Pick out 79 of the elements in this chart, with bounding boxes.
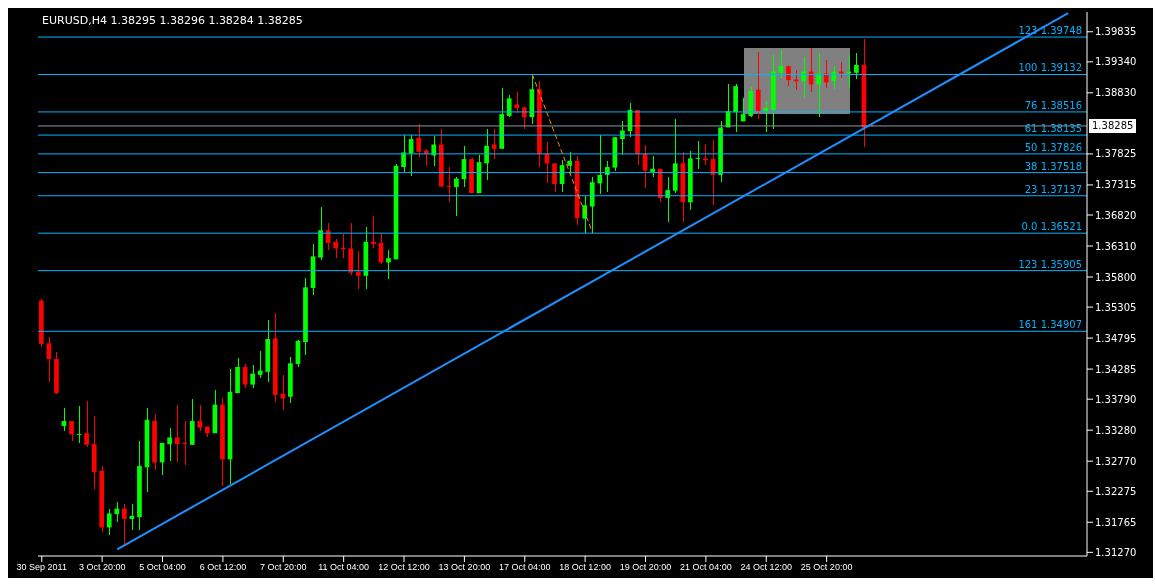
x-tick-label: 5 Oct 04:00 (139, 562, 186, 573)
candlestick (484, 128, 489, 181)
y-tick-label: 1.34795 (1095, 332, 1137, 344)
candlestick (114, 501, 120, 523)
candlestick (816, 52, 821, 118)
x-tick-label: 18 Oct 12:00 (559, 562, 611, 573)
candlestick (182, 420, 188, 467)
candlestick (355, 250, 361, 290)
candlestick (597, 134, 603, 195)
x-tick-label: 19 Oct 20:00 (619, 562, 672, 573)
ref-line-label: 61 1.38135 (1024, 123, 1082, 135)
candlestick (416, 123, 422, 158)
candlestick (197, 404, 203, 432)
candlestick (122, 503, 127, 547)
x-tick-label: 12 Oct 12:00 (378, 562, 430, 573)
y-tick-label: 1.36820 (1095, 209, 1137, 221)
chart-title: EURUSD,H4 1.38295 1.38296 1.38284 1.38285 (42, 14, 303, 27)
candlestick (854, 52, 859, 81)
x-tick-label: 6 Oct 12:00 (199, 562, 247, 573)
candlestick (257, 349, 263, 379)
candlestick (567, 151, 572, 175)
x-tick-label: 11 Oct 04:00 (318, 562, 370, 573)
candlestick (763, 100, 769, 133)
ref-line-label: 76 1.38516 (1024, 99, 1082, 111)
candlestick (552, 162, 557, 193)
text: 1.38285 (1089, 118, 1137, 133)
ref-line-label: 50 1.37826 (1024, 141, 1082, 153)
candlestick (189, 397, 195, 446)
x-tick-label: 13 Oct 20:00 (438, 562, 491, 573)
candlestick (84, 400, 89, 448)
candlestick (582, 194, 588, 234)
candlestick (280, 374, 286, 411)
candlestick (250, 364, 255, 389)
candlestick (703, 143, 708, 166)
candlestick (454, 176, 459, 217)
x-tick-label: 30 Sep 2011 (16, 562, 67, 573)
candlestick (514, 91, 520, 114)
candlestick (167, 427, 172, 462)
y-tick-label: 1.36310 (1095, 240, 1137, 252)
candlestick (401, 134, 406, 173)
candlestick (605, 160, 610, 193)
candlestick (823, 59, 829, 89)
x-tick-label: 24 Oct 12:00 (740, 562, 793, 573)
y-tick-label: 1.33280 (1095, 424, 1137, 436)
candlestick (174, 404, 180, 463)
ref-line-label: 123 1.35905 (1018, 258, 1082, 270)
candlestick (106, 507, 112, 536)
candlestick (386, 249, 391, 280)
ref-line-label: 161 1.34907 (1018, 319, 1082, 331)
y-tick-label: 1.37315 (1095, 179, 1137, 191)
y-tick-label: 1.39340 (1095, 56, 1137, 68)
y-tick-label: 1.35305 (1095, 301, 1137, 313)
candlestick (69, 420, 74, 442)
candlestick (778, 49, 784, 79)
ref-line-label: 23 1.37137 (1024, 183, 1082, 195)
x-tick-label: 17 Oct 04:00 (498, 562, 551, 573)
candlestick (755, 50, 761, 120)
x-tick-label: 25 Oct 20:00 (800, 562, 853, 573)
ref-line-label: 100 1.39132 (1018, 62, 1082, 74)
y-tick-label: 1.39835 (1095, 26, 1137, 38)
ref-line-label: 38 1.37518 (1024, 160, 1082, 172)
y-tick-label: 1.37825 (1095, 148, 1137, 160)
candlestick (333, 238, 338, 259)
y-tick-label: 1.34285 (1095, 363, 1137, 375)
y-tick-label: 1.38830 (1095, 87, 1137, 99)
y-tick-label: 1.33790 (1095, 393, 1137, 405)
candlestick (371, 215, 376, 249)
y-tick-label: 1.32770 (1095, 455, 1137, 467)
candlestick (665, 176, 671, 223)
x-tick-label: 21 Oct 04:00 (680, 562, 732, 573)
y-tick-label: 1.31765 (1095, 516, 1137, 528)
candlestick (650, 155, 655, 178)
x-tick-label: 3 Oct 20:00 (78, 562, 126, 573)
ref-line-label: 123 1.39748 (1018, 25, 1082, 37)
y-tick-label: 1.31270 (1095, 546, 1137, 558)
y-tick-label: 1.32275 (1095, 485, 1137, 497)
y-tick-label: 1.35800 (1095, 271, 1137, 283)
ref-line-label: 0.0 1.36521 (1021, 221, 1082, 233)
x-tick-label: 7 Oct 20:00 (260, 562, 307, 573)
